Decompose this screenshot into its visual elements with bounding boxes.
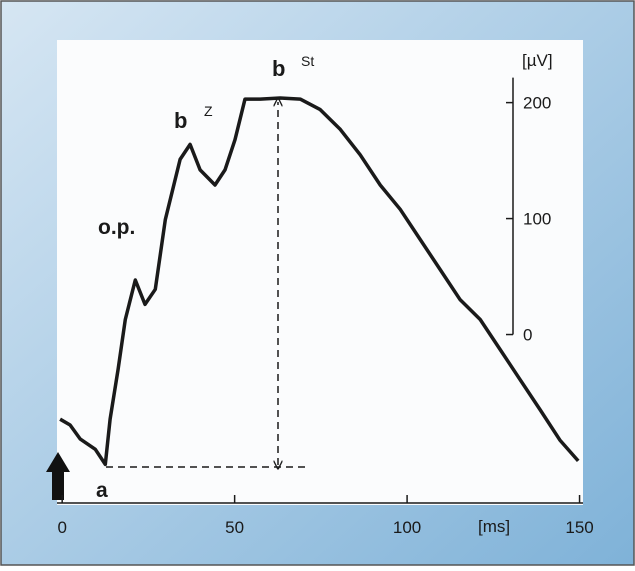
x-tick-label: 50 [225,518,244,537]
x-axis-label: [ms] [478,517,510,536]
z-label: Z [204,103,213,119]
plot-area [57,40,583,505]
y-tick-label: 200 [523,94,551,113]
y-tick-label: 0 [523,326,532,345]
x-tick-label: 100 [393,518,421,537]
op-label: o.p. [98,216,135,239]
b-label-2: b [272,56,285,81]
b-label: b [174,108,187,133]
x-tick-label: 150 [565,518,593,537]
stimulus-arrow [46,452,70,500]
x-tick-label: 0 [57,518,66,537]
y-tick-label: 100 [523,210,551,229]
st-label: St [301,53,314,69]
erg-trace [59,96,580,467]
a-label: a [96,479,108,502]
y-axis-label: [µV] [522,51,553,70]
